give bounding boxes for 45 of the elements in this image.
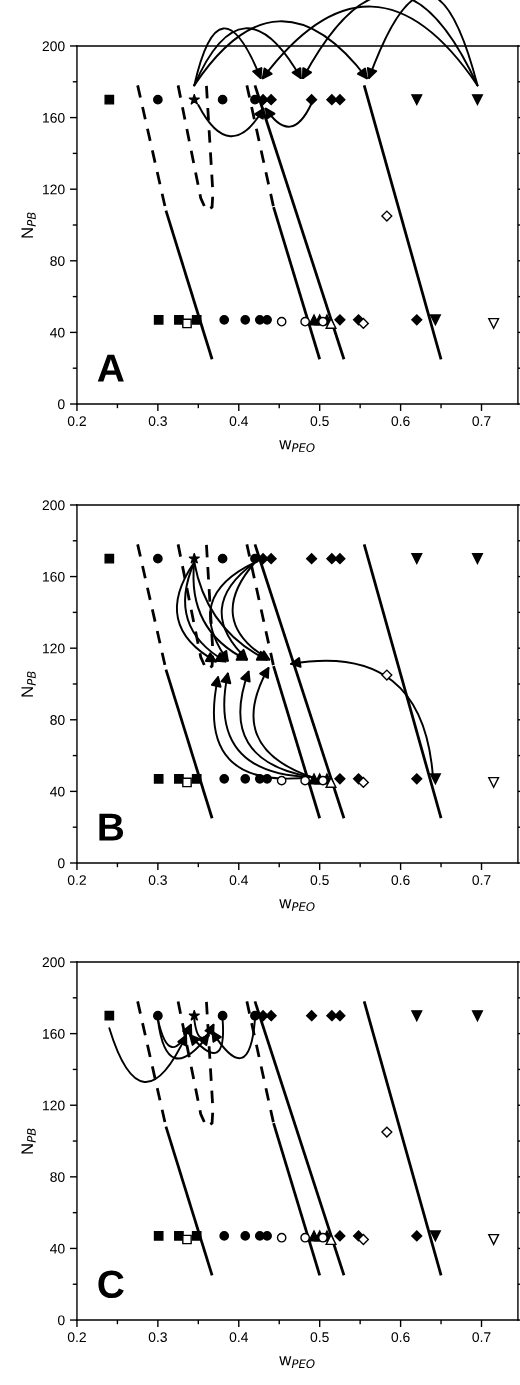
y-tick-label: 0 — [57, 399, 65, 410]
y-tick-label: 160 — [43, 571, 65, 582]
x-tick-label: 0.3 — [148, 875, 167, 885]
x-tick-label: 0.7 — [472, 416, 491, 427]
x-tick-label: 0.7 — [472, 875, 491, 885]
y-tick-label: 80 — [50, 715, 65, 725]
x-tick-label: 0.4 — [229, 875, 249, 885]
y-tick-label: 80 — [50, 256, 65, 266]
x-tick-label: 0.3 — [148, 416, 167, 427]
y-tick-label: 200 — [42, 500, 65, 511]
y-axis-title: N$_{PB}$ — [21, 212, 36, 238]
x-tick-label: 0.5 — [310, 416, 329, 427]
y-axis-title: N$_{PB}$ — [21, 671, 36, 697]
y-tick-label: 160 — [43, 112, 65, 123]
annotation: A — [97, 354, 124, 382]
x-tick-label: 0.6 — [391, 416, 410, 427]
x-axis-title: w$_{PEO}$ — [279, 1356, 315, 1369]
x-axis-title: w$_{PEO}$ — [279, 899, 315, 912]
x-tick-label: 0.2 — [67, 416, 86, 427]
y-tick-label: 200 — [42, 41, 65, 52]
y-tick-label: 40 — [50, 786, 65, 797]
y-tick-label: 80 — [50, 1172, 65, 1182]
x-tick-label: 0.6 — [391, 875, 410, 885]
y-tick-label: 160 — [43, 1028, 65, 1039]
x-axis-title: w$_{PEO}$ — [279, 440, 315, 453]
y-tick-label: 40 — [50, 327, 65, 338]
x-tick-label: 0.2 — [67, 875, 86, 885]
y-tick-label: 0 — [57, 1315, 65, 1326]
y-tick-label: 120 — [43, 643, 65, 654]
x-tick-label: 0.5 — [310, 875, 329, 885]
annotation: C — [98, 1270, 124, 1299]
x-tick-label: 0.2 — [67, 1332, 86, 1343]
x-tick-label: 0.3 — [148, 1332, 167, 1343]
x-tick-label: 0.5 — [310, 1332, 329, 1343]
annotation: B — [99, 813, 124, 841]
x-tick-label: 0.6 — [391, 1332, 410, 1343]
y-tick-label: 0 — [57, 858, 65, 869]
x-tick-label: 0.7 — [472, 1332, 491, 1343]
y-tick-label: 120 — [43, 184, 65, 195]
x-tick-label: 0.4 — [229, 1332, 249, 1343]
y-tick-label: 40 — [50, 1243, 65, 1254]
y-axis-title: N$_{PB}$ — [21, 1128, 36, 1154]
x-tick-label: 0.4 — [229, 416, 249, 427]
y-tick-label: 200 — [42, 957, 65, 968]
y-tick-label: 120 — [43, 1100, 65, 1111]
